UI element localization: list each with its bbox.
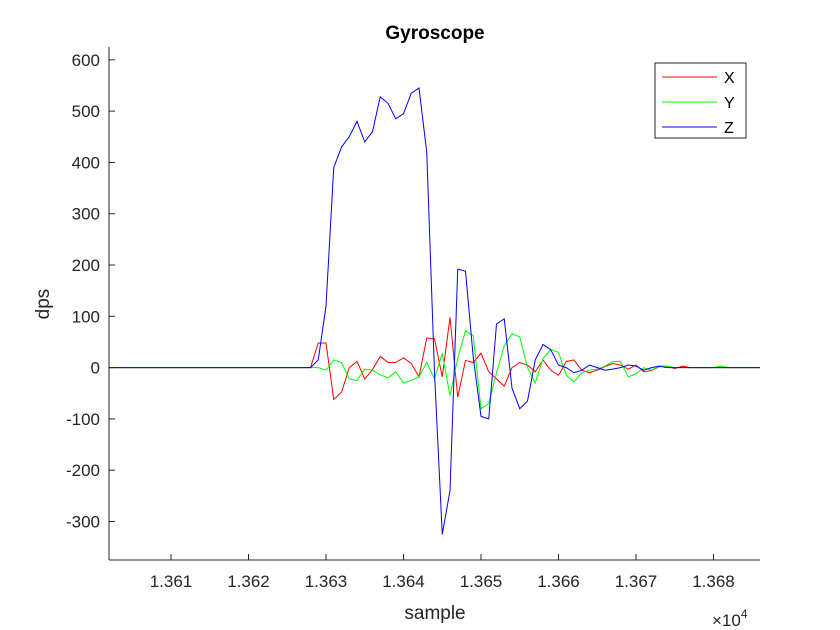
y-axis-title: dps <box>33 289 54 320</box>
series-line-x <box>109 317 760 401</box>
x-exponent-base: ×10 <box>712 611 741 630</box>
legend-box <box>654 62 747 139</box>
y-ticks: -300 -200 -100 0 100 200 300 400 500 600 <box>66 51 115 532</box>
x-tick-label: 1.367 <box>615 572 658 591</box>
x-tick-label: 1.361 <box>150 572 193 591</box>
y-tick-label: 100 <box>72 307 100 326</box>
y-tick-label: 400 <box>72 153 100 172</box>
x-axis-title: sample <box>404 603 465 624</box>
legend-label-y: Y <box>724 95 735 112</box>
chart-title: Gyroscope <box>385 23 484 44</box>
x-tick-label: 1.365 <box>460 572 503 591</box>
x-tick-label: 1.363 <box>305 572 348 591</box>
y-tick-label: 200 <box>72 256 100 275</box>
x-exponent-power: 4 <box>741 607 748 621</box>
legend-entries: XYZ <box>662 70 735 137</box>
x-tick-label: 1.364 <box>382 572 425 591</box>
series-layer <box>109 87 760 535</box>
legend-label-z: Z <box>724 120 734 137</box>
plot-area <box>109 47 760 560</box>
x-tick-label: 1.366 <box>537 572 580 591</box>
x-tick-label: 1.368 <box>692 572 735 591</box>
y-tick-label: -200 <box>66 461 100 480</box>
y-tick-label: 600 <box>72 51 100 70</box>
y-tick-label: 300 <box>72 205 100 224</box>
y-tick-label: -100 <box>66 410 100 429</box>
y-tick-label: -300 <box>66 513 100 532</box>
x-axis-exponent: ×104 <box>712 607 748 630</box>
x-tick-label: 1.362 <box>227 572 270 591</box>
y-tick-label: 0 <box>91 359 100 378</box>
legend: XYZ <box>654 62 747 139</box>
y-tick-label: 500 <box>72 102 100 121</box>
legend-label-x: X <box>724 70 735 87</box>
series-line-z <box>109 87 760 535</box>
x-ticks: 1.361 1.362 1.363 1.364 1.365 1.366 1.367 1.368 <box>150 554 735 591</box>
